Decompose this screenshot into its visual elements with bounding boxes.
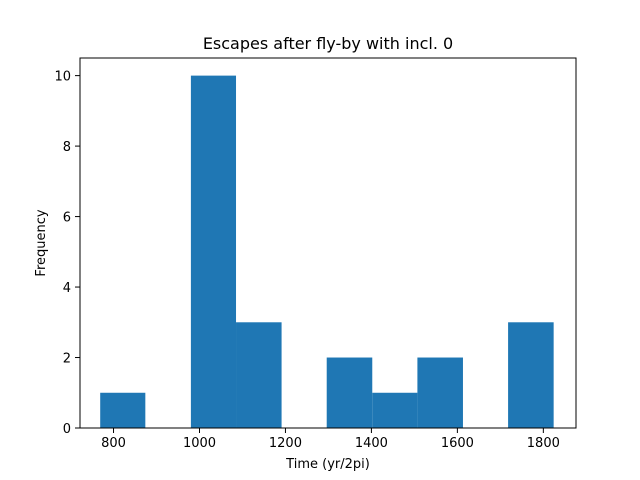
y-tick-label: 2 (63, 352, 71, 367)
histogram-bar-2 (190, 75, 237, 428)
chart-title: Escapes after fly-by with incl. 0 (203, 34, 453, 53)
histogram-bar-5 (326, 357, 373, 428)
y-tick-label: 0 (63, 422, 71, 437)
histogram-bar-9 (508, 322, 554, 428)
y-axis-label: Frequency (34, 209, 49, 276)
y-tick-label: 6 (63, 211, 71, 226)
histogram-bar-6 (372, 392, 418, 428)
x-tick-label: 1000 (183, 436, 216, 451)
x-tick-label: 1200 (269, 436, 302, 451)
histogram-bar-3 (236, 322, 282, 428)
x-axis-ticks: 800 1000 1200 1400 1600 1800 (101, 428, 560, 451)
histogram-bar-0 (100, 392, 146, 428)
x-tick-label: 800 (101, 436, 126, 451)
x-tick-label: 1800 (527, 436, 560, 451)
plot-frame (79, 57, 577, 429)
y-tick-label: 4 (63, 281, 71, 296)
y-axis-ticks: 0 2 4 6 8 10 (54, 70, 80, 437)
histogram-bar-7 (417, 357, 463, 428)
x-tick-label: 1600 (441, 436, 474, 451)
y-tick-label: 10 (54, 70, 71, 85)
y-tick-label: 8 (63, 140, 71, 155)
bars-group (100, 75, 554, 428)
x-tick-label: 1400 (355, 436, 388, 451)
x-axis-label: Time (yr/2pi) (285, 457, 370, 472)
